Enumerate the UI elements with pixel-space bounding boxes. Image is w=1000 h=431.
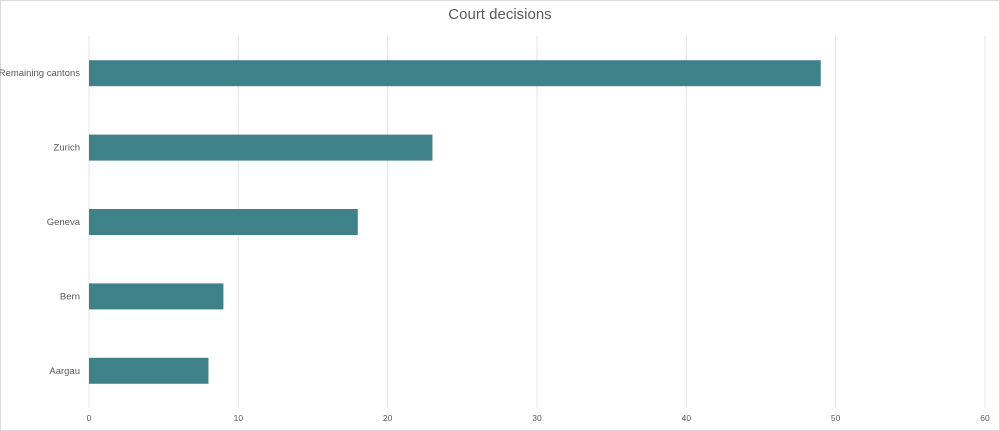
category-label: Remaining cantons xyxy=(0,68,80,79)
x-tick-label: 50 xyxy=(831,413,841,423)
bar-geneva xyxy=(89,209,358,235)
category-label: Zurich xyxy=(54,143,80,154)
x-tick-label: 40 xyxy=(682,413,692,423)
x-tick-label: 20 xyxy=(383,413,393,423)
x-tick-label: 0 xyxy=(87,413,92,423)
category-label: Aargau xyxy=(49,366,80,377)
category-label: Bern xyxy=(60,291,80,302)
bar-remaining-cantons xyxy=(89,60,821,87)
x-tick-label: 30 xyxy=(532,413,542,423)
chart-title: Court decisions xyxy=(448,6,552,23)
x-tick-label: 10 xyxy=(234,413,244,423)
bar-zurich xyxy=(89,134,433,161)
category-label: Geneva xyxy=(47,217,81,228)
x-tick-label: 60 xyxy=(980,413,990,423)
bar-aargau xyxy=(89,357,209,384)
bar-bern xyxy=(89,283,224,310)
